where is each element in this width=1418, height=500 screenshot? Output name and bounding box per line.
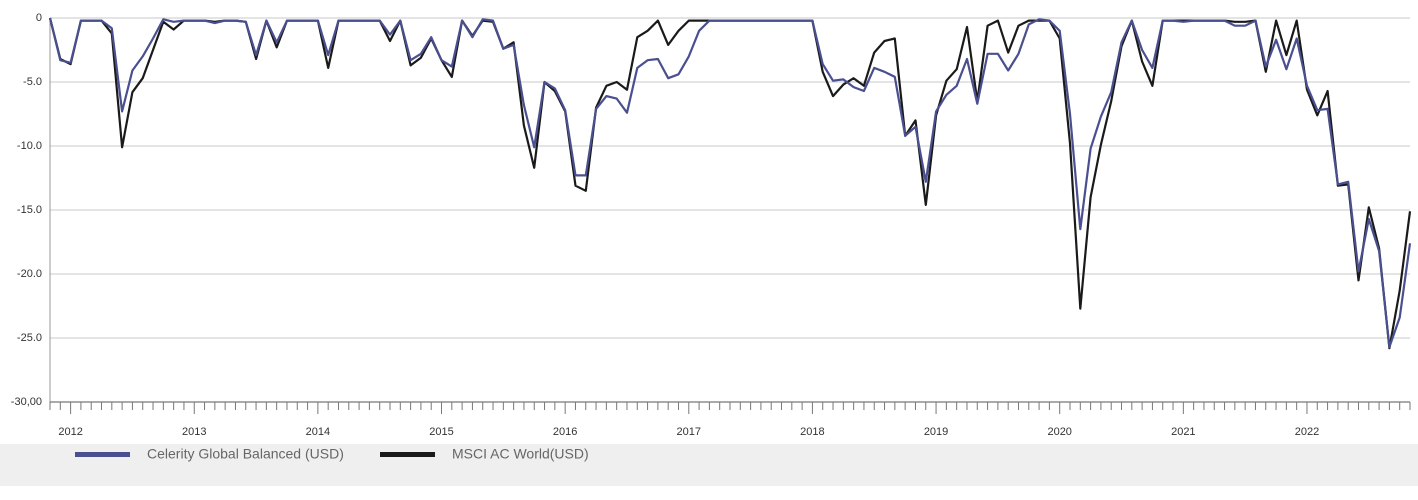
legend-label: MSCI AC World(USD)	[452, 446, 589, 462]
y-tick-label: 0	[36, 12, 42, 24]
y-tick-label: -10.0	[17, 140, 42, 152]
x-tick-label: 2013	[182, 426, 206, 438]
x-tick-label: 2021	[1171, 426, 1195, 438]
y-tick-label: -20.0	[17, 268, 42, 280]
legend-swatch	[75, 452, 130, 457]
x-tick-label: 2015	[429, 426, 453, 438]
y-tick-label: -30,00	[11, 396, 42, 408]
legend-box	[0, 444, 1418, 486]
x-tick-label: 2014	[306, 426, 330, 438]
x-tick-label: 2017	[677, 426, 701, 438]
x-tick-label: 2020	[1047, 426, 1071, 438]
x-tick-label: 2012	[58, 426, 82, 438]
x-tick-label: 2016	[553, 426, 577, 438]
line-series	[48, 17, 1412, 350]
x-tick-label: 2019	[924, 426, 948, 438]
y-tick-label: -5.0	[23, 76, 42, 88]
line-series	[48, 17, 1412, 349]
x-tick-label: 2018	[800, 426, 824, 438]
y-tick-label: -25.0	[17, 332, 42, 344]
y-tick-label: -15.0	[17, 204, 42, 216]
legend-label: Celerity Global Balanced (USD)	[147, 446, 344, 462]
legend-swatch	[380, 452, 435, 457]
x-tick-label: 2022	[1295, 426, 1319, 438]
